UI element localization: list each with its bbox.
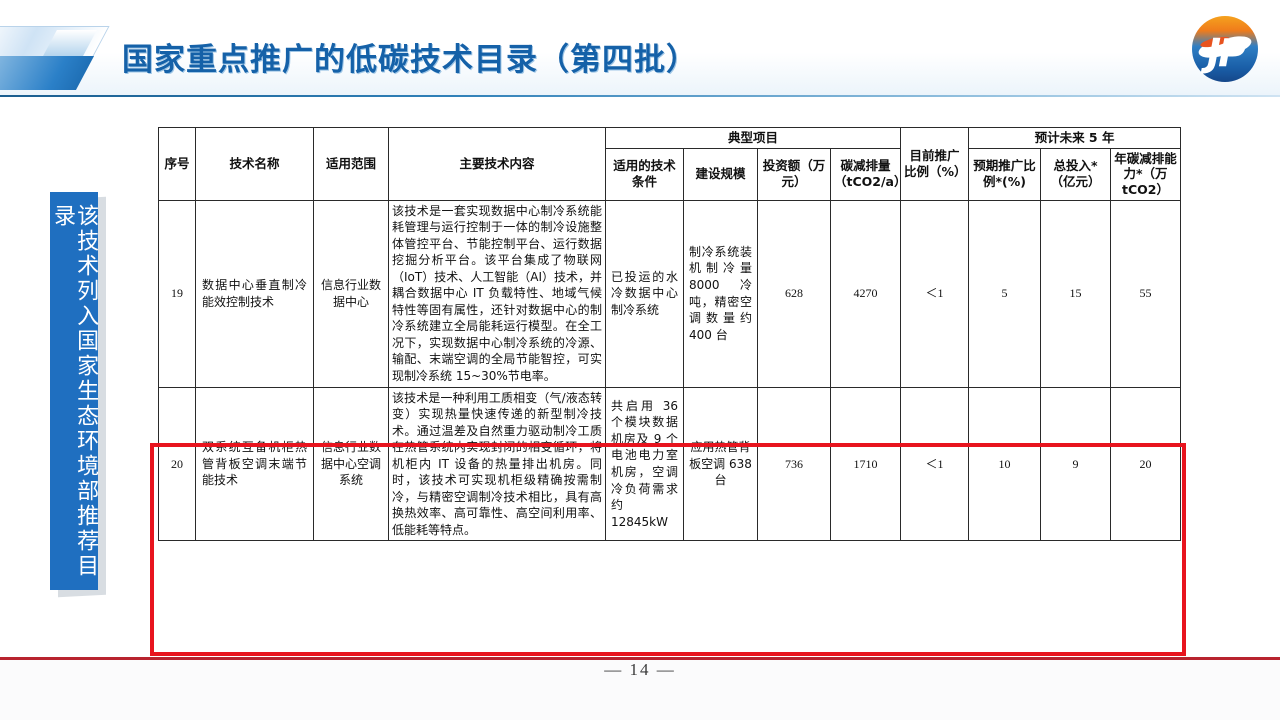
cell-annual-carbon: 20 (1110, 386, 1182, 542)
side-banner-label: 该技术列入国家生态环境部推荐目录 (50, 204, 99, 579)
col-header-current-promotion: 目前推广比例（%） (900, 127, 970, 201)
cell-total-investment: 9 (1040, 386, 1112, 542)
col-header-main-content: 主要技术内容 (388, 127, 606, 201)
col-header-investment: 投资额（万元） (757, 147, 831, 201)
col-header-total-investment: 总投入*（亿元） (1040, 147, 1112, 201)
col-header-annual-carbon: 年碳减排能力*（万 tCO2） (1110, 147, 1182, 201)
cell-expected-promotion: 10 (968, 386, 1042, 542)
cell-main-content: 该技术是一种利用工质相变（气/液态转变）实现热量快速传递的新型制冷技术。通过温差… (388, 386, 606, 542)
technology-catalog-table: 序号 技术名称 适用范围 主要技术内容 典型项目 目前推广比例（%） 预计未来 … (158, 127, 1182, 542)
logo-monogram: JP (1207, 30, 1246, 75)
cell-tech-name: 数据中心垂直制冷能效控制技术 (195, 199, 314, 388)
cell-tech-name: 双系统互备机柜热管背板空调末端节能技术 (195, 386, 314, 542)
cell-carbon-reduction: 4270 (829, 199, 902, 388)
cell-total-investment: 15 (1040, 199, 1112, 388)
col-header-scope: 适用范围 (313, 127, 389, 201)
cell-construction-scale: 应用热管背板空调 638 台 (683, 386, 758, 542)
table-body: 19 数据中心垂直制冷能效控制技术 信息行业数据中心 该技术是一套实现数据中心制… (158, 199, 1182, 542)
cell-scope: 信息行业数据中心空调系统 (313, 386, 389, 542)
header-gradient-wash (0, 0, 1280, 96)
footer-band (0, 660, 1280, 720)
footer-divider-line (0, 657, 1280, 660)
col-header-applicable-condition: 适用的技术条件 (605, 147, 684, 201)
cell-current-promotion: ＜1 (900, 386, 970, 542)
col-header-no: 序号 (158, 127, 196, 201)
cell-applicable-condition: 共启用 36 个模块数据机房及 9 个电池电力室机房，空调冷负荷需求约 1284… (605, 386, 684, 542)
cell-scope: 信息行业数据中心 (313, 199, 389, 388)
cell-annual-carbon: 55 (1110, 199, 1182, 388)
page-title: 国家重点推广的低碳技术目录（第四批） (122, 42, 698, 78)
cell-investment: 628 (757, 199, 831, 388)
col-group-header-future-five-years: 预计未来 5 年 (968, 127, 1182, 149)
page-number: — 14 — (604, 660, 676, 679)
col-group-header-typical-project: 典型项目 (604, 127, 902, 149)
cell-expected-promotion: 5 (968, 199, 1042, 388)
cell-main-content: 该技术是一套实现数据中心制冷系统能耗管理与运行控制于一体的制冷设施整体管控平台、… (388, 199, 606, 388)
table-header-row-group: 序号 技术名称 适用范围 主要技术内容 典型项目 目前推广比例（%） 预计未来 … (158, 127, 1182, 201)
organization-logo: JP (1192, 16, 1258, 82)
header-divider-line (0, 95, 1280, 97)
table-head: 序号 技术名称 适用范围 主要技术内容 典型项目 目前推广比例（%） 预计未来 … (158, 127, 1182, 201)
cell-no: 20 (158, 386, 196, 542)
cell-carbon-reduction: 1710 (829, 386, 902, 542)
page-header: 国家重点推广的低碳技术目录（第四批） JP (0, 0, 1280, 97)
col-header-tech-name: 技术名称 (195, 127, 314, 201)
cell-investment: 736 (757, 386, 831, 542)
col-header-carbon-reduction: 碳减排量（tCO2/a） (829, 147, 906, 201)
cell-no: 19 (158, 199, 196, 388)
side-banner: 该技术列入国家生态环境部推荐目录 (50, 192, 98, 590)
cell-applicable-condition: 已投运的水冷数据中心制冷系统 (605, 199, 684, 388)
cell-current-promotion: ＜1 (900, 199, 970, 388)
table-header-row-sub: 适用的技术条件 建设规模 投资额（万元） 碳减排量（tCO2/a） 预期推广比例… (159, 147, 1182, 201)
cell-construction-scale: 制冷系统装机制冷量 8000 冷吨，精密空调数量约 400 台 (683, 199, 758, 388)
col-header-construction-scale: 建设规模 (683, 147, 758, 201)
table-row: 20 双系统互备机柜热管背板空调末端节能技术 信息行业数据中心空调系统 该技术是… (158, 386, 1182, 542)
technology-catalog-table-wrap: 序号 技术名称 适用范围 主要技术内容 典型项目 目前推广比例（%） 预计未来 … (158, 127, 1182, 542)
col-header-expected-promotion: 预期推广比例*(%) (968, 147, 1042, 201)
table-row: 19 数据中心垂直制冷能效控制技术 信息行业数据中心 该技术是一套实现数据中心制… (158, 199, 1182, 388)
